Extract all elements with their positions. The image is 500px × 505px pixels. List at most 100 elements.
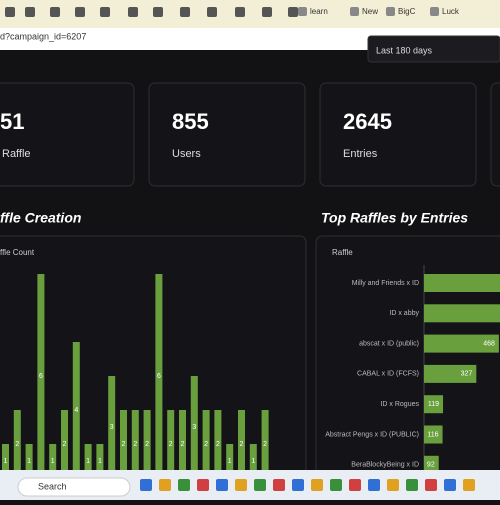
tab-icon — [298, 7, 307, 16]
axis-label: ffle Count — [0, 248, 35, 257]
bar — [261, 410, 269, 470]
axis-label: Raffle — [332, 248, 353, 257]
bar — [155, 274, 163, 470]
bar — [131, 410, 139, 470]
bar — [424, 425, 443, 444]
bar — [424, 334, 499, 353]
taskbar-icon — [368, 479, 380, 491]
value-label: 1 — [27, 458, 31, 465]
search-box[interactable] — [17, 477, 131, 497]
tab-icon — [100, 7, 110, 17]
taskbar-icon — [406, 479, 418, 491]
stat-card — [490, 82, 500, 187]
bar — [49, 444, 57, 470]
value-label: 116 — [427, 431, 438, 438]
tab-icon — [153, 7, 163, 17]
value-label: 2 — [240, 441, 244, 448]
category-label: ID x abby — [389, 310, 419, 317]
bar — [13, 410, 21, 470]
value-label: 2 — [122, 441, 126, 448]
value-label: 2 — [63, 441, 67, 448]
stat-card — [0, 82, 135, 187]
bar — [179, 410, 186, 470]
value-label: 1 — [86, 458, 90, 465]
taskbar-icon — [159, 479, 171, 491]
tab-icon — [207, 7, 217, 17]
category-label: ID x Rogues — [380, 401, 419, 408]
bar — [25, 444, 33, 470]
tab-icon — [430, 7, 439, 16]
bar — [61, 410, 68, 470]
value-label: 2 — [15, 441, 19, 448]
bar — [249, 444, 257, 470]
category-label: CABAL x ID (FCFS) — [357, 371, 419, 378]
bar — [72, 342, 80, 470]
bar — [120, 410, 127, 470]
value-label: 6 — [157, 373, 161, 380]
taskbar-icon — [311, 479, 323, 491]
bar — [424, 395, 444, 414]
value-label: 1 — [228, 458, 232, 465]
bar — [424, 274, 500, 292]
bar — [424, 304, 500, 323]
taskbar-icon — [463, 479, 475, 491]
bar — [214, 410, 222, 470]
category-label: Milly and Friends x ID — [352, 280, 419, 287]
chart-panel — [0, 235, 307, 487]
bar — [37, 274, 45, 470]
address: d?campaign_id=6207 — [0, 31, 86, 41]
value-label: 1 — [98, 458, 102, 465]
taskbar-icon — [273, 479, 285, 491]
search-text: Search — [38, 481, 67, 491]
chart-panel — [315, 235, 500, 487]
value-label: 119 — [428, 401, 439, 408]
taskbar-icon — [444, 479, 456, 491]
bar — [190, 376, 198, 470]
bar — [167, 410, 175, 470]
taskbar-icon — [254, 479, 266, 491]
category-label: Abstract Pengs x ID (PUBLIC) — [325, 431, 419, 438]
tab-title: New — [362, 7, 378, 16]
bar — [96, 444, 104, 470]
bar — [108, 376, 116, 470]
value-label: 468 — [483, 340, 495, 347]
section-title: Top Raffles by Entries — [321, 210, 468, 226]
bar — [424, 364, 477, 383]
bar — [2, 444, 9, 470]
taskbar-icon — [330, 479, 342, 491]
value-label: 6 — [39, 373, 43, 380]
value-label: 3 — [192, 424, 196, 431]
stat-label: Entries — [343, 148, 378, 160]
category-label: abscat x ID (public) — [359, 340, 419, 347]
taskbar-icon — [425, 479, 437, 491]
bar — [226, 444, 234, 470]
value-label: 327 — [461, 371, 473, 378]
taskbar-icon — [216, 479, 228, 491]
value-label: 2 — [263, 441, 267, 448]
stat-label: Raffle — [2, 148, 31, 160]
taskbar-icon — [292, 479, 304, 491]
date-dropdown[interactable] — [367, 35, 500, 63]
tab-icon — [128, 7, 138, 17]
value-label: 92 — [427, 462, 435, 469]
stat-label: Users — [172, 148, 201, 160]
value-label: 2 — [169, 441, 173, 448]
tab-title: Luck — [442, 7, 460, 16]
value-label: 2 — [181, 441, 185, 448]
bar-group: Milly and Friends x ID650ID x abby595abs… — [325, 274, 500, 470]
tab-icon — [262, 7, 272, 17]
taskbar-icon — [235, 479, 247, 491]
value-label: 3 — [110, 424, 114, 431]
stat-card — [319, 82, 477, 187]
tab-title: BigC — [398, 7, 416, 16]
taskbar-icon — [197, 479, 209, 491]
value-label: 2 — [216, 441, 220, 448]
taskbar-icon — [349, 479, 361, 491]
category-label: BeraBlockyBeing x ID — [351, 462, 419, 469]
taskbar-icon — [140, 479, 152, 491]
tab-icon — [75, 7, 85, 17]
taskbar-icon — [387, 479, 399, 491]
value-label: 2 — [133, 441, 137, 448]
bar — [424, 455, 439, 470]
